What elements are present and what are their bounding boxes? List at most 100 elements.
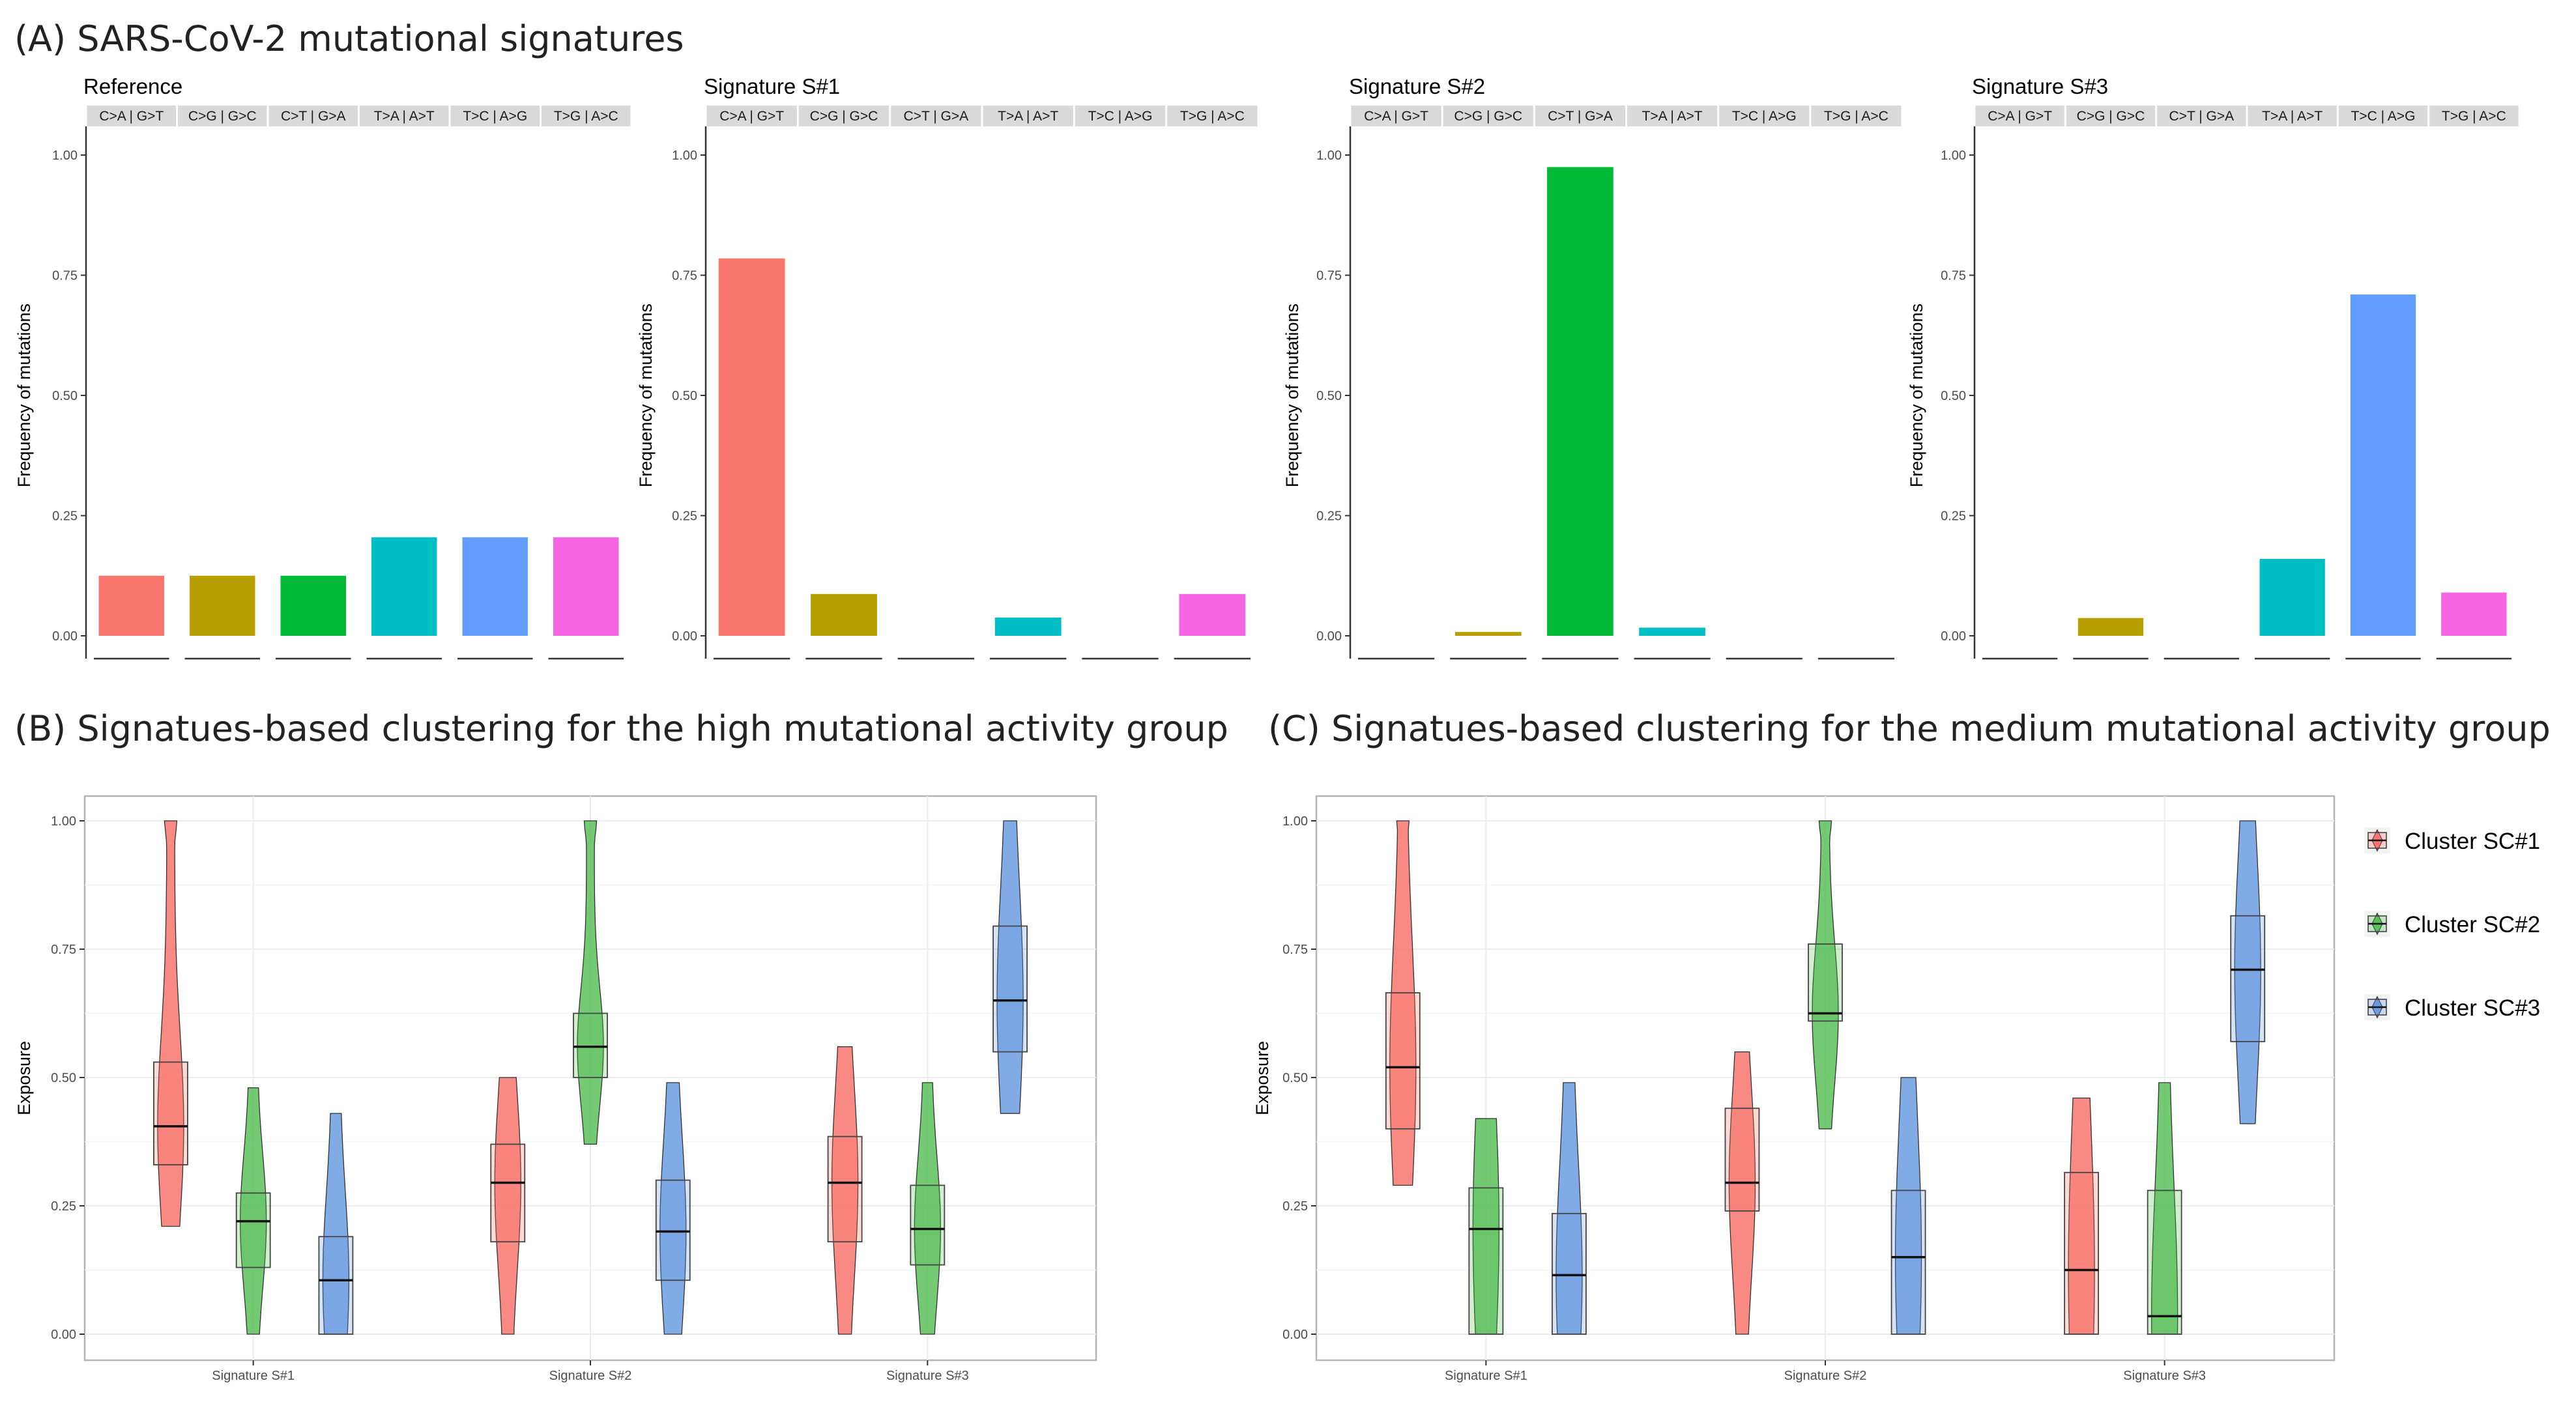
category-strip <box>2066 106 2156 126</box>
category-strip <box>1167 106 1258 126</box>
y-tick-label: 0.75 <box>52 269 78 283</box>
category-label: C>A | G>T <box>1364 109 1428 124</box>
category-label: C>G | G>C <box>2077 109 2145 124</box>
category-strip <box>87 106 176 126</box>
y-tick-label: 1.00 <box>51 814 76 829</box>
y-tick-label: 1.00 <box>1941 149 1966 163</box>
category-strip <box>1719 106 1810 126</box>
y-tick-label: 0.75 <box>51 943 76 957</box>
y-tick-label: 0.25 <box>1282 1199 1308 1214</box>
bar <box>1454 632 1522 636</box>
category-label: C>T | G>A <box>904 109 969 124</box>
category-label: T>A | A>T <box>1642 109 1703 124</box>
bar <box>553 537 619 636</box>
box <box>1551 1212 1587 1335</box>
bar-panel-4: Signature S#3 C>A | G>T C>G | G>C C>T | G>A… <box>1907 74 2519 660</box>
category-label: T>C | A>G <box>463 109 527 124</box>
category-strip <box>2248 106 2337 126</box>
panel-title: Signature S#3 <box>1972 74 2108 98</box>
x-tick-label: Signature S#3 <box>2123 1369 2206 1383</box>
y-tick-label: 0.50 <box>1941 389 1966 403</box>
box <box>1385 992 1421 1130</box>
y-tick-label: 0.50 <box>52 389 78 403</box>
box <box>992 925 1028 1053</box>
violin-shape <box>1728 1051 1756 1335</box>
violin-shape <box>577 820 604 1145</box>
category-label: T>A | A>T <box>998 109 1058 124</box>
violin-shape <box>157 820 184 1227</box>
y-axis-label: Exposure <box>14 1041 34 1115</box>
bar <box>371 537 437 636</box>
category-strip <box>450 106 540 126</box>
bar <box>2259 558 2325 636</box>
y-tick-label: 0.50 <box>51 1071 76 1085</box>
y-tick-label: 0.75 <box>1316 269 1342 283</box>
category-label: C>G | G>C <box>188 109 257 124</box>
legend-item: Cluster SC#3 <box>2364 994 2540 1021</box>
section-title-a: (A) SARS-CoV-2 mutational signatures <box>14 18 684 59</box>
y-tick-label: 0.00 <box>52 629 78 644</box>
x-tick-label: Signature S#1 <box>1445 1369 1527 1383</box>
violin-shape <box>1556 1082 1583 1335</box>
x-tick-label: Signature S#3 <box>886 1369 969 1383</box>
bar <box>718 258 785 636</box>
y-axis-label: Frequency of mutations <box>1907 304 1926 487</box>
box <box>573 1012 608 1078</box>
y-tick-label: 0.50 <box>1282 1071 1308 1085</box>
category-label: T>A | A>T <box>374 109 435 124</box>
y-tick-label: 1.00 <box>1316 149 1342 163</box>
y-tick-label: 0.75 <box>1941 269 1966 283</box>
y-tick-label: 1.00 <box>672 149 697 163</box>
violin-shape <box>1894 1077 1922 1335</box>
category-strip <box>983 106 1073 126</box>
bar-panel-1: Reference C>A | G>T C>G | G>C C>T | G>A T>A … <box>14 74 631 660</box>
y-tick-label: 0.50 <box>1316 389 1342 403</box>
category-strip <box>1443 106 1533 126</box>
bar <box>190 575 255 636</box>
category-strip <box>268 106 358 126</box>
panel-title: Signature S#2 <box>1349 74 1485 98</box>
violin-shape <box>322 1113 350 1335</box>
panel-title: Signature S#1 <box>704 74 840 98</box>
box <box>827 1135 863 1243</box>
legend-label: Cluster SC#3 <box>2405 995 2540 1021</box>
category-label: T>G | A>C <box>554 109 618 124</box>
y-tick-label: 0.25 <box>51 1199 76 1214</box>
y-tick-label: 1.00 <box>52 149 78 163</box>
bar-panel-3: Signature S#2 C>A | G>T C>G | G>C C>T | G>A… <box>1282 74 1902 660</box>
category-strip <box>1075 106 1166 126</box>
category-label: T>C | A>G <box>2351 109 2416 124</box>
box <box>910 1184 946 1266</box>
category-strip <box>2338 106 2428 126</box>
violin-shape <box>831 1046 859 1335</box>
bar <box>2350 294 2416 636</box>
violin-panel-medium: Signature S#1 Signature S#2 Signature S#3 0… <box>1252 795 2336 1383</box>
box <box>2147 1190 2182 1335</box>
category-strip <box>1351 106 1441 126</box>
panel-title: Reference <box>83 74 182 98</box>
y-tick-label: 0.00 <box>1282 1328 1308 1342</box>
category-label: C>T | G>A <box>2169 109 2235 124</box>
bar <box>1547 167 1614 636</box>
category-label: C>G | G>C <box>810 109 878 124</box>
category-strip <box>360 106 449 126</box>
category-strip <box>706 106 797 126</box>
category-label: T>G | A>C <box>2442 109 2506 124</box>
y-axis-label: Frequency of mutations <box>1282 304 1302 487</box>
bar <box>2077 618 2144 636</box>
violin-shape <box>494 1077 521 1335</box>
violin-shape <box>2234 820 2261 1124</box>
violin-shape <box>659 1082 687 1335</box>
section-title-b: (B) Signatues-based clustering for the h… <box>14 708 1228 749</box>
y-axis-label: Exposure <box>1252 1041 1272 1115</box>
bar <box>98 575 164 636</box>
violin-shape <box>1812 820 1839 1130</box>
violin-shape <box>240 1087 267 1335</box>
y-tick-label: 0.25 <box>1316 509 1342 524</box>
bar <box>994 617 1062 636</box>
box <box>655 1179 691 1281</box>
y-axis-label: Frequency of mutations <box>14 304 34 487</box>
section-title-c: (C) Signatues-based clustering for the m… <box>1268 708 2551 749</box>
box <box>1808 943 1843 1022</box>
y-axis-label: Frequency of mutations <box>636 304 656 487</box>
